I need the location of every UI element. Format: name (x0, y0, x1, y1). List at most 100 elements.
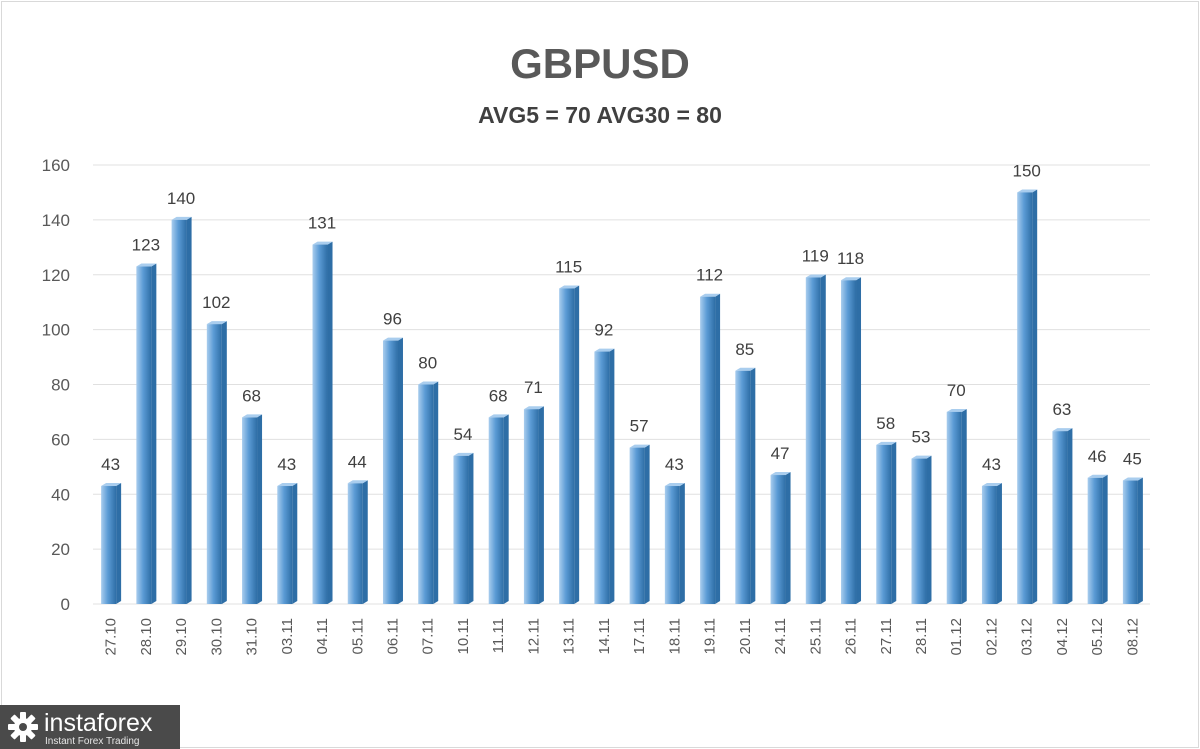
bar-front (629, 447, 645, 604)
bar-front (664, 486, 680, 604)
bar-top (770, 472, 791, 476)
x-tick-label: 13.11 (561, 618, 578, 654)
bar (559, 285, 580, 604)
x-tick-label: 26.11 (843, 618, 860, 654)
y-tick-label: 80 (51, 376, 70, 395)
data-label: 150 (1012, 161, 1040, 180)
bar-front (700, 296, 716, 604)
data-label: 53 (912, 428, 931, 447)
bar-front (1052, 431, 1068, 604)
bar-front (418, 384, 434, 604)
bar-top (946, 408, 967, 412)
bar-side (257, 414, 263, 604)
bar-front (1087, 477, 1103, 604)
bar (347, 480, 368, 604)
x-tick-label: 27.10 (103, 618, 120, 656)
bar-side (856, 277, 862, 604)
bar-front (946, 411, 962, 604)
bar-front (770, 475, 786, 604)
data-label: 85 (735, 340, 754, 359)
x-tick-label: 31.10 (244, 618, 261, 656)
bar-side (644, 444, 650, 604)
bar-top (594, 348, 615, 352)
x-tick-label: 06.11 (384, 618, 401, 654)
x-tick-label: 25.11 (807, 618, 824, 654)
bar (136, 263, 157, 604)
bar-side (574, 285, 580, 604)
bar-top (876, 441, 897, 445)
bar-front (382, 340, 398, 604)
bar (206, 321, 227, 604)
bar-front (242, 417, 258, 604)
bar (1017, 189, 1038, 604)
x-tick-label: 12.11 (525, 618, 542, 654)
bar-front (735, 370, 751, 604)
data-label: 44 (348, 452, 367, 471)
chart-title: GBPUSD (510, 40, 690, 87)
data-label: 43 (665, 455, 684, 474)
bar (101, 483, 122, 604)
bar-side (1102, 474, 1108, 604)
bar-front (136, 266, 152, 604)
bar (946, 408, 967, 604)
bar-side (609, 348, 615, 604)
bar-top (418, 381, 439, 385)
bar-front (594, 351, 610, 604)
bar-front (206, 324, 222, 604)
bar-top (981, 483, 1002, 487)
data-label: 43 (101, 455, 120, 474)
data-label: 58 (876, 414, 895, 433)
x-tick-label: 14.11 (596, 618, 613, 654)
bar-side (891, 441, 897, 604)
bar-front (841, 280, 857, 604)
bar (382, 337, 403, 604)
data-label: 92 (594, 321, 613, 340)
bar-top (1087, 474, 1108, 478)
bar (594, 348, 615, 604)
gear-icon (8, 712, 38, 742)
x-tick-label: 02.12 (983, 618, 1000, 656)
bar (805, 274, 826, 604)
bar-side (996, 483, 1002, 604)
x-tick-label: 30.10 (208, 618, 225, 656)
data-label: 57 (630, 417, 649, 436)
x-tick-label: 03.12 (1019, 618, 1036, 656)
gridlines (93, 164, 1150, 605)
x-tick-label: 07.11 (420, 618, 437, 654)
x-tick-label: 10.11 (455, 618, 472, 654)
data-label: 119 (802, 246, 829, 265)
bar-front (559, 288, 575, 604)
bar-top (171, 216, 192, 220)
x-tick-label: 19.11 (702, 618, 719, 654)
bar-top (242, 414, 263, 418)
bar (1122, 477, 1143, 604)
data-labels: 43 123 140 102 68 43 131 44 96 80 54 68 71 115 92 57 43 1… (101, 161, 1142, 474)
y-tick-label: 0 (61, 595, 70, 614)
bar-front (453, 455, 469, 604)
bar-side (186, 216, 192, 604)
bar-top (453, 452, 474, 456)
bar-side (1137, 477, 1143, 604)
bar (841, 277, 862, 604)
bar-front (101, 486, 117, 604)
data-label: 45 (1123, 450, 1142, 469)
data-label: 70 (947, 381, 966, 400)
bar (242, 414, 263, 604)
bar (664, 483, 685, 604)
x-tick-label: 28.11 (913, 618, 930, 654)
y-tick-label: 60 (51, 430, 70, 449)
data-label: 123 (132, 236, 160, 255)
bar-top (277, 483, 298, 487)
bar-side (503, 414, 509, 604)
bar (876, 441, 897, 604)
bar-side (538, 406, 544, 604)
x-tick-label: 11.11 (490, 618, 507, 653)
x-tick-label: 05.12 (1089, 618, 1106, 656)
bar (312, 241, 333, 604)
bar-side (468, 452, 474, 604)
bar-top (347, 480, 368, 484)
bar-top (1017, 189, 1038, 193)
bar-side (292, 483, 298, 604)
bar-front (523, 409, 539, 604)
